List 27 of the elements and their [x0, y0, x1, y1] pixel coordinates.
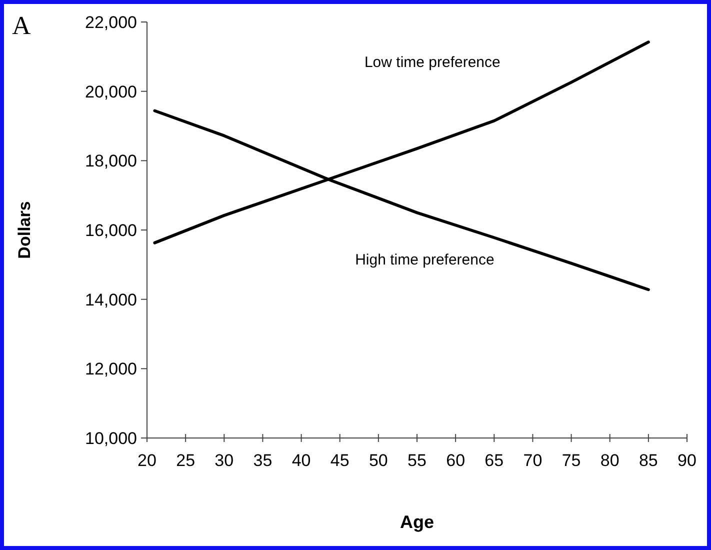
x-tick-label: 20: [138, 451, 156, 470]
y-tick-label: 10,000: [85, 428, 137, 448]
x-tick-label: 60: [446, 451, 466, 470]
y-axis-title: Dollars: [15, 201, 34, 259]
x-tick-label: 90: [678, 451, 696, 470]
x-tick-label: 45: [330, 451, 350, 470]
x-tick-label: 85: [638, 451, 658, 470]
x-tick-label: 50: [368, 451, 388, 470]
text: Low time preference: [364, 54, 500, 72]
x-tick-label: 65: [484, 451, 504, 470]
x-tick-label: 25: [176, 451, 196, 470]
series-label: High time preference: [355, 252, 494, 269]
y-tick-label: 16,000: [85, 220, 137, 240]
y-tick-label: 12,000: [85, 360, 137, 379]
y-tick-label: 22,000: [85, 12, 137, 32]
x-tick-label: 35: [253, 451, 272, 470]
x-tick-label: 75: [562, 451, 581, 470]
y-tick-label: 20,000: [85, 82, 137, 102]
x-tick-label: 70: [523, 451, 542, 470]
x-tick-label: 80: [600, 451, 620, 470]
x-tick-label: 30: [214, 451, 234, 470]
y-tick-label: 14,000: [85, 290, 137, 310]
text: A: [12, 11, 31, 40]
x-axis-title: Age: [400, 512, 434, 532]
x-tick-label: 40: [292, 451, 311, 470]
y-tick-label: 18,000: [85, 152, 137, 171]
x-tick-label: 55: [408, 451, 426, 470]
